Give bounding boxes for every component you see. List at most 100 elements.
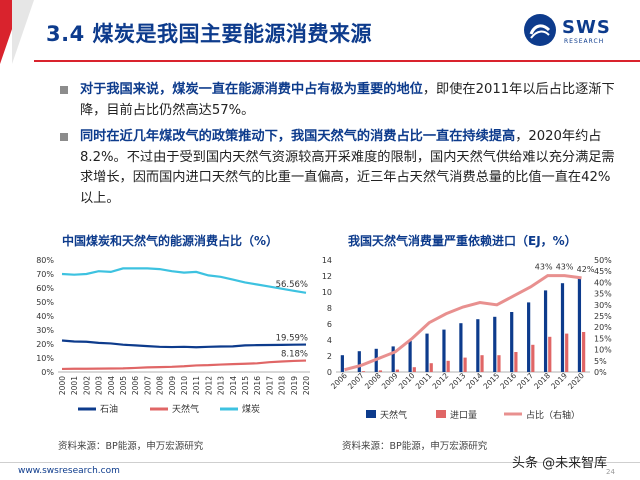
x-tick-label: 2005: [119, 376, 128, 395]
bar-import: [497, 355, 501, 372]
x-tick-label: 2016: [253, 376, 262, 395]
x-tick-label: 2012: [204, 376, 213, 395]
y-tick-label: 2: [327, 352, 332, 361]
chart1-title: 中国煤炭和天然气的能源消费占比（%）: [62, 234, 279, 248]
y2-tick-label: 15%: [594, 334, 612, 343]
chart2-source: 资料来源：BP能源，申万宏源研究: [342, 441, 488, 452]
page-number: 24: [606, 468, 615, 476]
legend-label: 占比（右轴）: [526, 409, 580, 421]
x-tick-label: 2017: [265, 376, 274, 395]
footer-url[interactable]: www.swsresearch.com: [18, 466, 120, 476]
bar-gas: [442, 329, 446, 372]
x-tick-label: 2007: [143, 376, 152, 395]
bar-import: [395, 369, 399, 372]
share-line: [344, 274, 582, 372]
x-tick-label: 2014: [229, 376, 238, 395]
y-tick-label: 10%: [36, 354, 54, 363]
point-value-label: 43%: [535, 263, 553, 272]
x-tick-label: 2010: [180, 376, 189, 395]
x-tick-label: 2015: [481, 371, 501, 391]
x-tick-label: 2006: [131, 376, 140, 395]
bar-import: [378, 370, 383, 372]
bar-gas: [476, 319, 480, 372]
legend-label: 进口量: [450, 410, 477, 421]
bar-import: [582, 332, 586, 372]
x-tick-label: 2013: [217, 376, 226, 395]
y2-tick-label: 10%: [594, 346, 612, 355]
footer-divider: [0, 462, 640, 463]
bar-gas: [408, 340, 412, 372]
chart1-source: 资料来源：BP能源，申万宏源研究: [58, 441, 204, 452]
y2-tick-label: 40%: [594, 278, 612, 287]
x-tick-label: 2014: [464, 371, 484, 391]
legend-swatch: [366, 410, 376, 418]
bar-gas: [425, 333, 429, 372]
x-tick-label: 2002: [82, 376, 91, 395]
x-tick-label: 2020: [302, 376, 311, 395]
bullet-marker: [60, 133, 68, 141]
y-tick-label: 4: [327, 336, 332, 345]
sws-logo: SWS RESEARCH: [524, 14, 620, 48]
chart2-title: 我国天然气消费量严重依赖进口（EJ，%）: [348, 234, 577, 248]
bar-import: [531, 344, 535, 372]
slide-title: 3.4 煤炭是我国主要能源消费来源: [46, 22, 373, 46]
y2-tick-label: 35%: [594, 290, 612, 299]
y-tick-label: 60%: [36, 284, 54, 293]
bar-gas: [357, 351, 361, 372]
series-line-0: [61, 339, 307, 349]
bar-import: [565, 333, 569, 372]
y2-tick-label: 5%: [594, 357, 607, 366]
bullet-bold-text: 同时在近几年煤改气的政策推动下，我国天然气的消费占比一直在持续提高: [80, 129, 516, 144]
bar-gas: [391, 346, 395, 372]
logo-icon: [524, 14, 556, 46]
bar-gas: [510, 312, 514, 372]
bar-gas: [560, 283, 565, 372]
legend-swatch: [436, 410, 446, 418]
x-tick-label: 2008: [363, 371, 383, 391]
bar-import: [429, 363, 433, 372]
bar-import: [548, 336, 552, 372]
y-tick-label: 40%: [36, 312, 54, 321]
x-tick-label: 2000: [58, 376, 67, 395]
end-value-label: 19.59%: [276, 334, 308, 344]
series-line-2: [61, 267, 307, 294]
bar-gas: [577, 278, 582, 372]
x-tick-label: 2015: [241, 376, 250, 395]
point-value-label: 42%: [577, 265, 595, 274]
x-tick-label: 2017: [515, 371, 535, 391]
x-tick-label: 2009: [168, 376, 177, 395]
bullet-marker: [60, 86, 68, 94]
y-tick-label: 80%: [36, 256, 54, 265]
bar-import: [514, 352, 518, 372]
legend-label: 石油: [100, 403, 118, 415]
y2-tick-label: 50%: [594, 256, 612, 265]
bar-gas: [543, 290, 548, 372]
bullet-list: 对于我国来说，煤炭一直在能源消费中占有极为重要的地位，即使在2011年以后占比逐…: [60, 80, 620, 215]
logo-text: SWS: [562, 17, 611, 38]
bar-import: [480, 355, 484, 372]
series-line-1: [61, 359, 307, 371]
x-tick-label: 2011: [192, 376, 201, 395]
x-tick-label: 2001: [70, 376, 79, 395]
x-tick-label: 2009: [380, 371, 400, 391]
bullet-text: ，2020年约占8.2%。不过由于受到国内天然气资源较高开采难度的限制，国内天然…: [80, 129, 615, 206]
end-value-label: 56.56%: [276, 280, 308, 290]
bar-gas: [340, 355, 344, 372]
x-tick-label: 2018: [532, 371, 552, 391]
bullet-text: ，即使在2011年以后占比逐渐下降，目前占比仍然高达57%。: [80, 82, 615, 118]
x-tick-label: 2012: [431, 371, 451, 391]
legend-label: 天然气: [380, 409, 407, 421]
energy-share-line-chart: 0% 10% 20% 30% 40% 50% 60% 70% 80% 2000 2001 2002 20…: [36, 256, 311, 415]
bar-import: [412, 367, 416, 372]
logo-subtext: RESEARCH: [564, 38, 605, 45]
y-tick-label: 8: [327, 304, 332, 313]
x-tick-label: 2020: [566, 371, 586, 391]
x-tick-label: 2003: [95, 376, 104, 395]
x-tick-label: 2018: [278, 376, 287, 395]
bar-import: [446, 360, 450, 372]
x-tick-label: 2019: [290, 376, 299, 395]
x-tick-label: 2019: [549, 371, 569, 391]
bullet-item: 同时在近几年煤改气的政策推动下，我国天然气的消费占比一直在持续提高，2020年约…: [60, 127, 620, 209]
legend-label: 天然气: [172, 403, 199, 415]
y-tick-label: 0: [327, 368, 332, 377]
